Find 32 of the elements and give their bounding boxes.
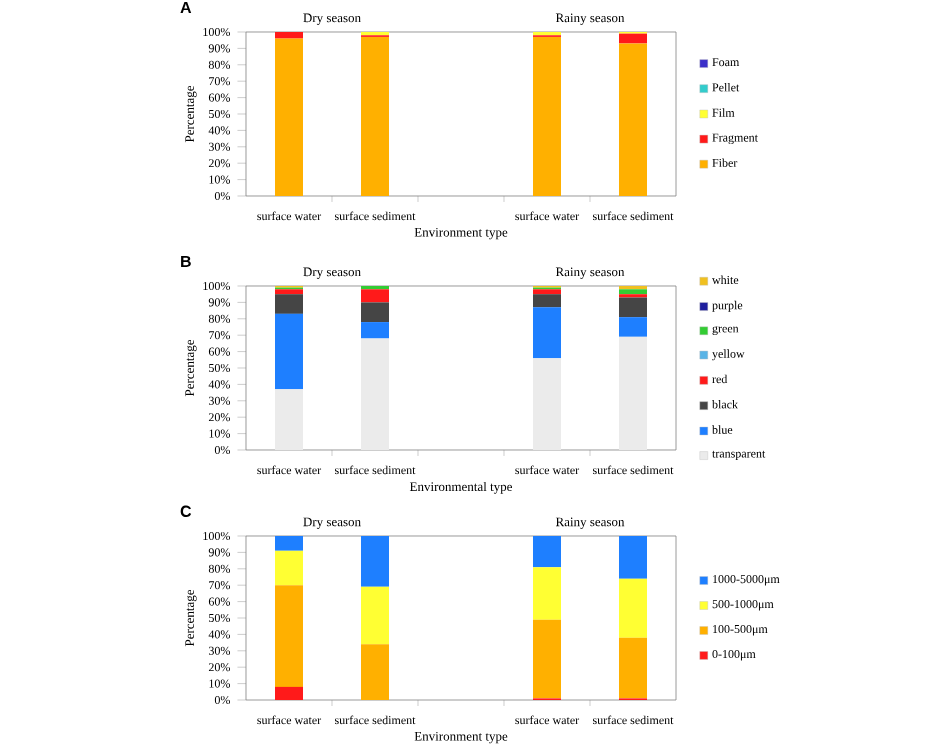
- chart-title: A: [180, 1, 192, 13]
- bar: [361, 289, 389, 303]
- bar: [619, 536, 647, 579]
- bar: [533, 536, 561, 568]
- bar: [361, 644, 389, 700]
- bar: [275, 585, 303, 687]
- bar: [275, 294, 303, 314]
- bar: [275, 389, 303, 450]
- bar: [361, 586, 389, 645]
- bar: [275, 686, 303, 700]
- bar: [361, 322, 389, 339]
- bar: [361, 302, 389, 323]
- bar: [533, 307, 561, 359]
- bar: [275, 313, 303, 390]
- bar: [619, 637, 647, 699]
- bar: [619, 578, 647, 638]
- bar: [619, 289, 647, 295]
- bar: [619, 297, 647, 318]
- bar: [275, 536, 303, 551]
- bar: [275, 289, 303, 295]
- bar: [533, 294, 561, 308]
- bar: [533, 567, 561, 620]
- bar: [619, 336, 647, 450]
- bar: [533, 289, 561, 295]
- bar: [619, 317, 647, 337]
- chart-title: B: [181, 255, 191, 267]
- bar: [533, 358, 561, 450]
- bar: [361, 338, 389, 450]
- bar: [533, 619, 561, 699]
- chart-title: C: [180, 505, 192, 517]
- bar: [275, 550, 303, 586]
- bar: [361, 536, 389, 587]
